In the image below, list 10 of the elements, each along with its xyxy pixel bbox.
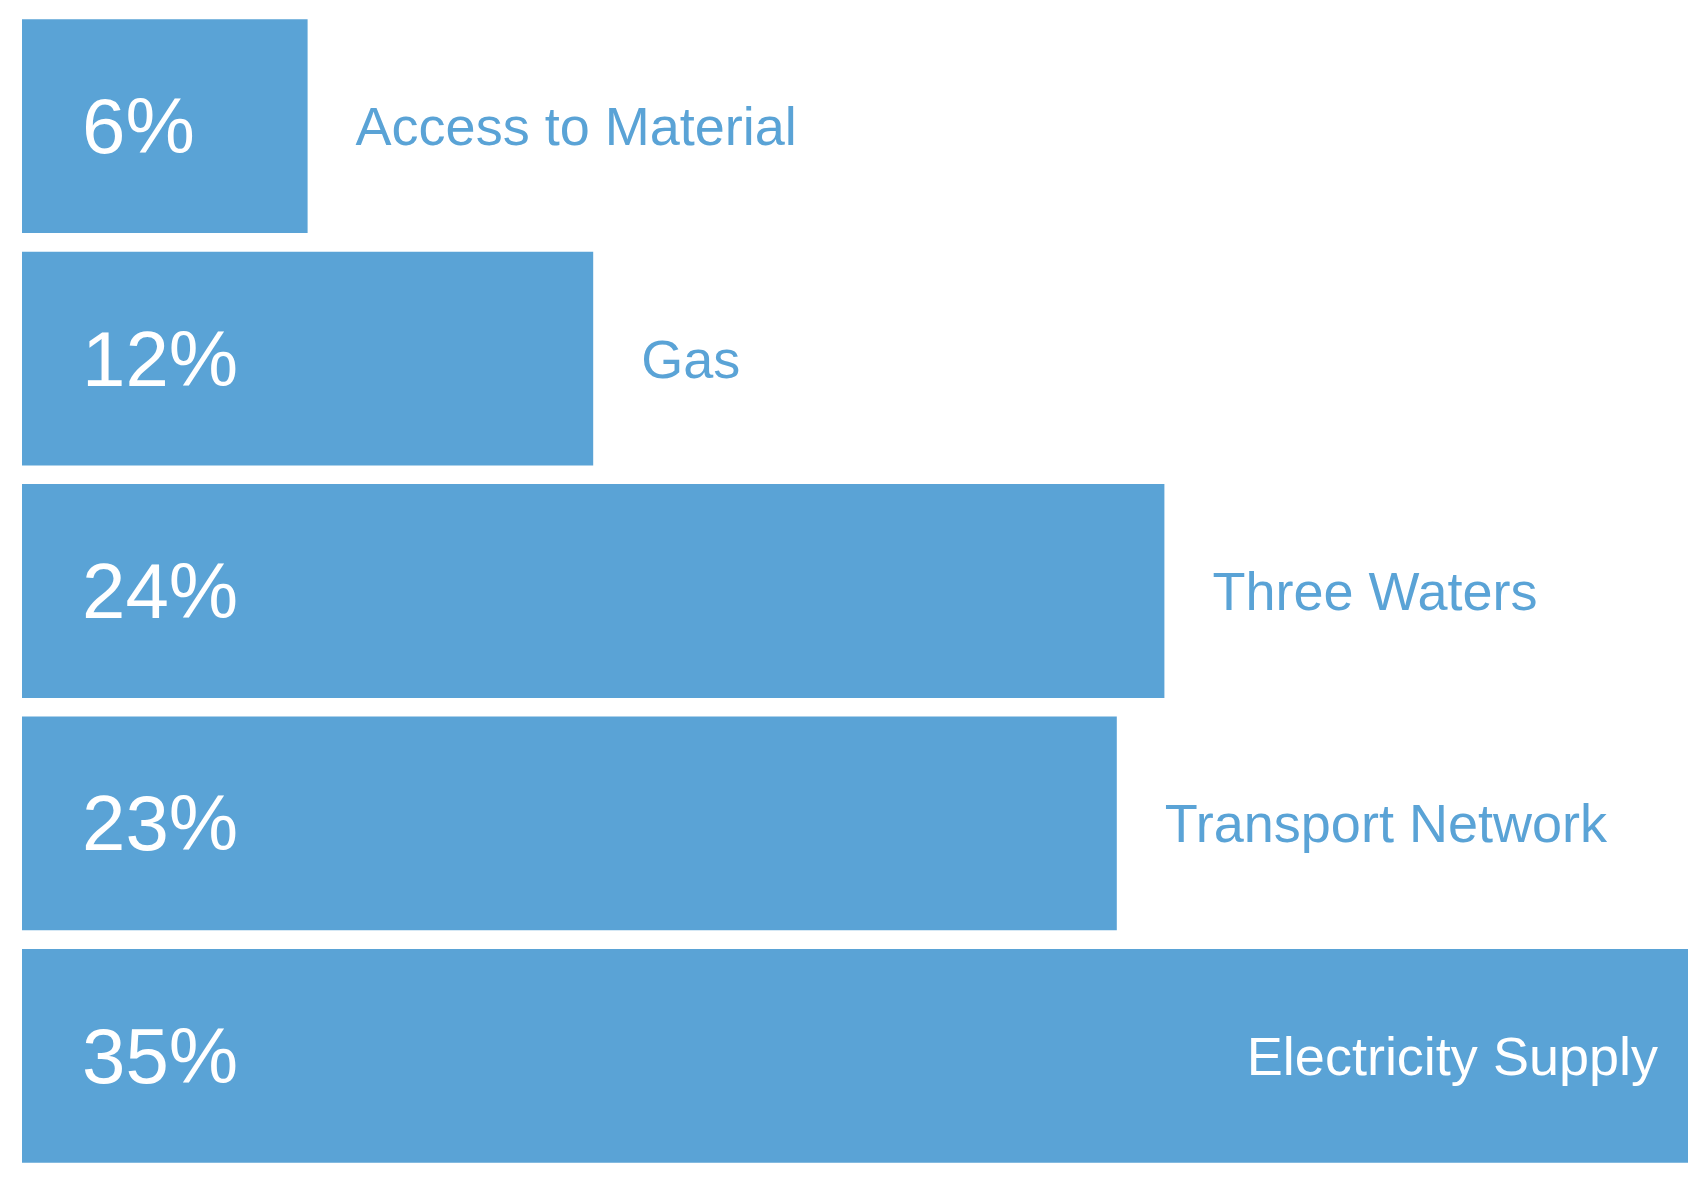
y-tick-label: Access to Material: [355, 96, 797, 157]
data-label: 6%: [82, 82, 195, 171]
y-tick-label: Gas: [641, 328, 741, 389]
data-label: 35%: [82, 1011, 239, 1100]
y-tick-label: Transport Network: [1164, 793, 1608, 854]
data-label: 23%: [82, 779, 239, 868]
data-label: 24%: [82, 547, 239, 635]
y-tick-label: Three Waters: [1212, 561, 1538, 621]
data-label: 12%: [82, 314, 239, 403]
y-tick-label: Electricity Supply: [1246, 1025, 1658, 1086]
